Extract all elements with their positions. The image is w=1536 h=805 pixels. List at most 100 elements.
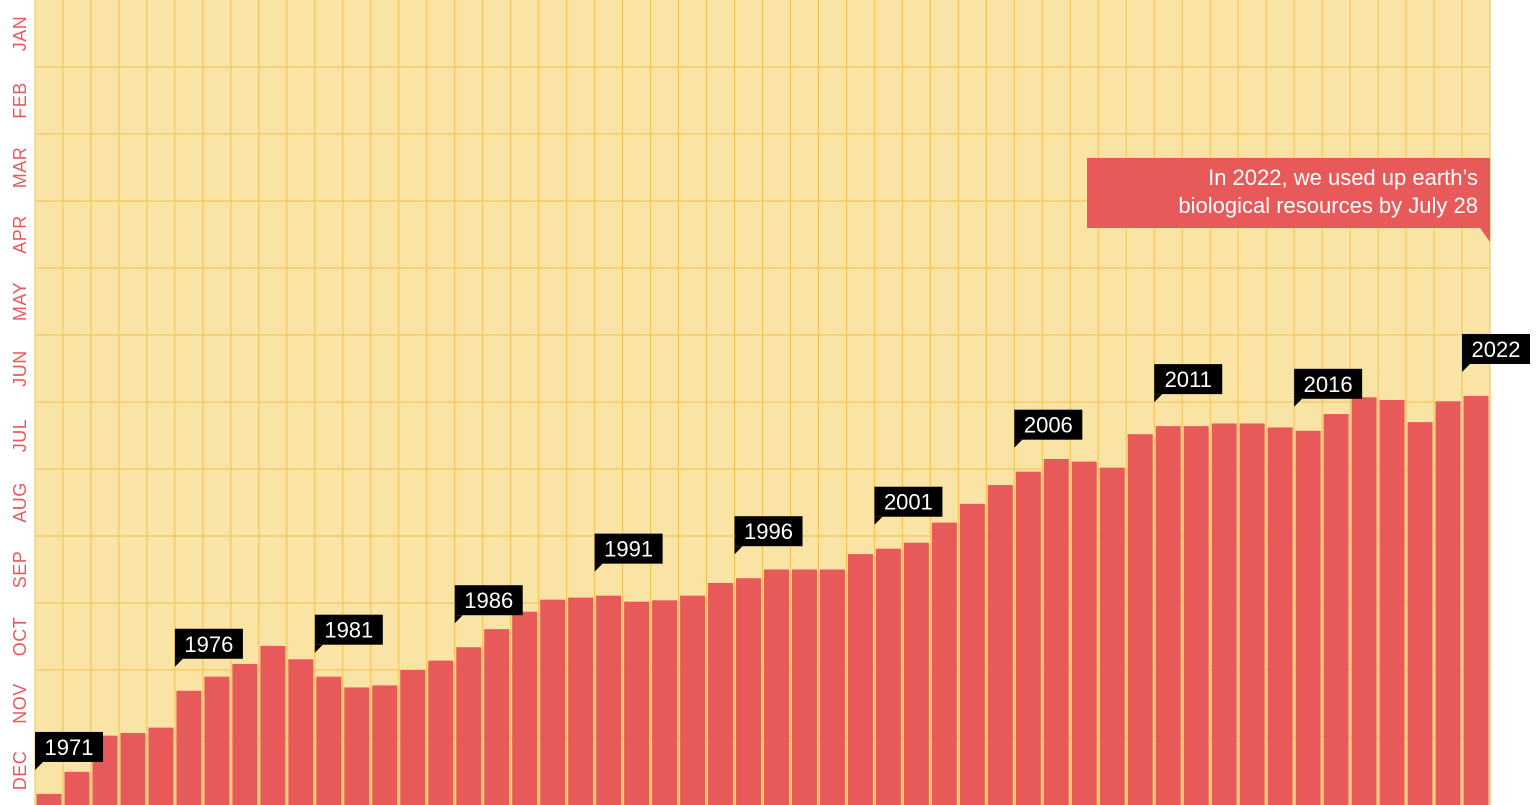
year-label-pointer [454, 615, 463, 624]
bar-2019 [1379, 399, 1405, 805]
month-axis: JAN FEB MAR APR MAY JUN JUL AUG SEP OCT NOV DEC [10, 16, 30, 791]
bar-2022 [1463, 395, 1489, 805]
month-label-feb: FEB [10, 82, 30, 119]
bar-1979 [260, 645, 286, 805]
month-label-mar: MAR [10, 147, 30, 189]
year-label-2011: 2011 [1154, 364, 1223, 403]
month-label-sep: SEP [10, 551, 30, 589]
bar-2011 [1155, 426, 1181, 805]
month-label-may: MAY [10, 282, 30, 321]
bar-1998 [791, 569, 817, 805]
month-label-aug: AUG [10, 482, 30, 523]
bar-2014 [1239, 423, 1265, 805]
year-label-box [1014, 409, 1083, 440]
bar-1977 [204, 676, 230, 805]
bar-1980 [288, 659, 314, 805]
year-label-box [1462, 333, 1531, 364]
bar-2021 [1435, 401, 1461, 805]
year-label-2001: 2001 [874, 486, 943, 525]
bar-2006 [1015, 471, 1041, 805]
bar-1996 [736, 578, 761, 805]
bar-1988 [512, 611, 538, 805]
year-label-box [1154, 364, 1223, 395]
year-label-2016: 2016 [1294, 368, 1363, 407]
year-label-2006: 2006 [1014, 409, 1083, 448]
bar-1983 [372, 685, 398, 805]
year-label-text: 1991 [604, 537, 653, 562]
year-label-text: 2006 [1024, 413, 1073, 438]
year-label-text: 2001 [884, 490, 933, 515]
bar-2016 [1295, 430, 1321, 805]
year-label-text: 1996 [744, 519, 793, 544]
bar-1974 [120, 732, 146, 805]
year-label-pointer [1462, 363, 1471, 372]
bar-1999 [819, 569, 845, 805]
annotation-tail [1480, 228, 1490, 242]
bar-1995 [708, 582, 734, 805]
year-label-1986: 1986 [454, 585, 523, 624]
bar-1981 [316, 676, 342, 805]
year-label-box [594, 533, 663, 564]
bar-2004 [959, 503, 985, 805]
bar-2007 [1043, 458, 1069, 805]
year-label-box [174, 628, 243, 659]
bar-2020 [1407, 422, 1433, 805]
month-label-jun: JUN [10, 350, 30, 387]
bar-2018 [1351, 397, 1377, 805]
bar-2013 [1211, 423, 1237, 805]
bar-2009 [1099, 467, 1125, 805]
year-label-2022: 2022 [1462, 333, 1531, 372]
bar-2003 [931, 522, 957, 805]
bar-1982 [344, 687, 370, 805]
year-label-text: 2011 [1165, 367, 1212, 392]
annotation-line-2: biological resources by July 28 [1178, 193, 1478, 218]
bar-2008 [1071, 461, 1097, 805]
month-label-jan: JAN [10, 16, 30, 52]
bar-2002 [903, 542, 929, 805]
year-label-pointer [314, 644, 323, 653]
bar-1992 [624, 601, 650, 805]
year-label-box [454, 585, 523, 616]
year-label-1971: 1971 [35, 731, 103, 770]
bar-2000 [847, 554, 873, 805]
bar-2012 [1183, 426, 1209, 805]
year-label-text: 1986 [464, 588, 513, 613]
year-label-1976: 1976 [174, 628, 243, 667]
year-label-pointer [1294, 398, 1303, 407]
bar-1989 [540, 599, 566, 805]
month-label-apr: APR [10, 215, 30, 254]
bar-1976 [176, 690, 202, 805]
bars [36, 395, 1489, 805]
year-label-text: 1981 [324, 618, 373, 643]
month-label-oct: OCT [10, 617, 30, 657]
year-label-1996: 1996 [734, 516, 803, 555]
year-label-text: 2016 [1304, 372, 1353, 397]
bar-1991 [596, 595, 622, 805]
bar-1986 [456, 647, 482, 805]
year-label-box [35, 731, 103, 762]
year-label-text: 1971 [45, 735, 94, 760]
year-label-pointer [35, 761, 43, 770]
annotation-callout: In 2022, we used up earth’s biological r… [1087, 158, 1490, 228]
year-label-pointer [174, 658, 183, 667]
bar-1972 [64, 771, 90, 805]
year-label-pointer [1014, 439, 1023, 448]
bar-2005 [987, 485, 1013, 805]
bar-1978 [232, 663, 258, 805]
year-label-1981: 1981 [314, 614, 383, 653]
year-label-text: 2022 [1472, 337, 1521, 362]
year-label-pointer [594, 563, 603, 572]
bar-2010 [1127, 434, 1153, 805]
bar-1984 [400, 670, 426, 805]
bar-1997 [764, 569, 789, 805]
year-label-box [314, 614, 383, 645]
year-label-box [734, 516, 803, 547]
bar-2001 [875, 548, 901, 805]
year-label-pointer [734, 546, 743, 555]
bar-1994 [680, 595, 706, 805]
year-label-box [1294, 368, 1363, 399]
bar-2017 [1323, 414, 1349, 805]
bar-1987 [484, 629, 510, 805]
year-label-1991: 1991 [594, 533, 663, 572]
